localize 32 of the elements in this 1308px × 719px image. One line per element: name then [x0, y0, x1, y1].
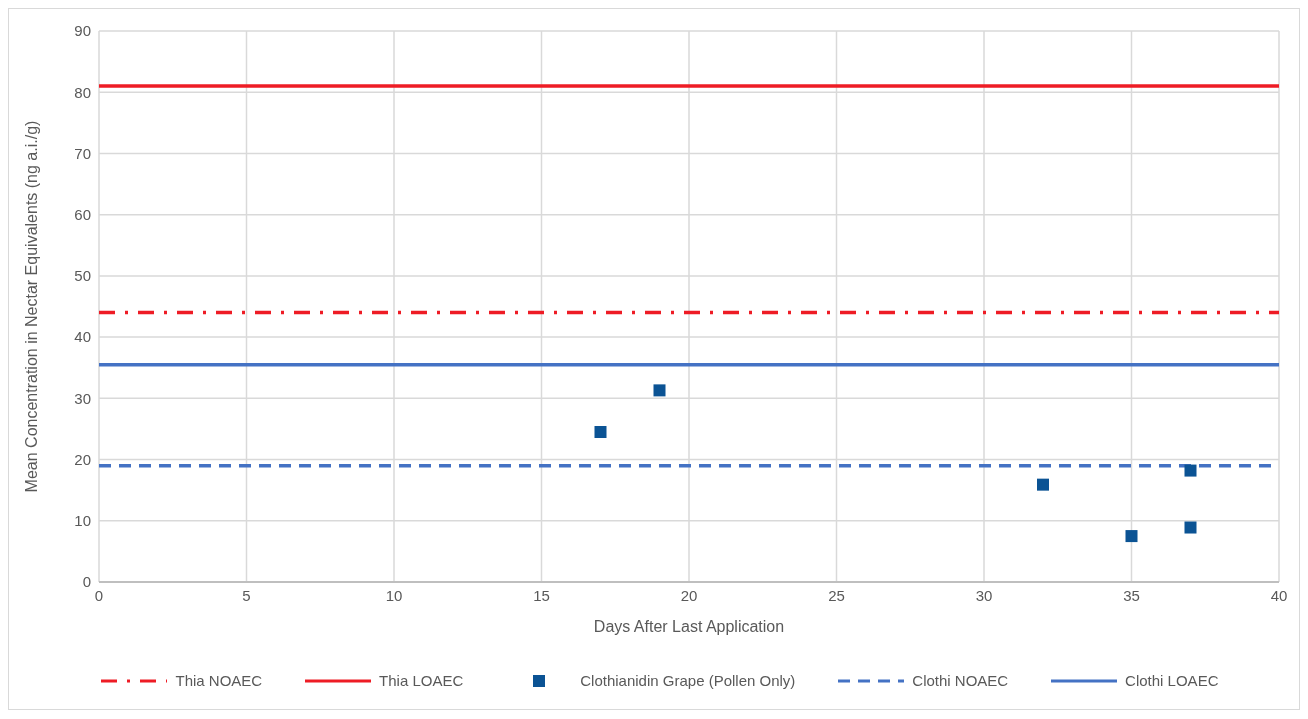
x-axis-title: Days After Last Application: [593, 618, 785, 635]
y-tick-label: 0: [82, 573, 91, 591]
point: [1184, 464, 1197, 477]
point: [653, 384, 666, 397]
legend-label: Clothianidin Grape (Pollen Only): [579, 672, 796, 689]
y-tick-label: 20: [74, 450, 91, 468]
x-tick-label: 5: [242, 586, 251, 604]
y-tick-label: 40: [74, 328, 91, 346]
y-tick-label: 10: [74, 512, 91, 530]
y-tick-label: 60: [74, 205, 91, 223]
point: [594, 426, 607, 439]
y-tick-label: 50: [74, 267, 91, 285]
y-tick-label: 30: [74, 389, 91, 407]
y-tick-label: 70: [74, 144, 91, 162]
y-tick-label: 90: [74, 22, 91, 40]
legend-label: Clothi LOAEC: [1124, 672, 1219, 689]
x-tick-label: 35: [1123, 586, 1140, 604]
point: [1184, 521, 1197, 534]
x-tick-label: 25: [828, 586, 845, 604]
legend-label: Clothi NOAEC: [911, 672, 1009, 689]
point: [1037, 478, 1049, 491]
x-tick-label: 10: [385, 586, 403, 604]
x-tick-label: 20: [680, 586, 698, 604]
x-tick-label: 15: [533, 586, 550, 604]
point: [1125, 530, 1138, 543]
y-tick-label: 80: [74, 83, 91, 101]
legend-label: Thia LOAEC: [378, 672, 464, 689]
x-tick-label: 30: [975, 586, 993, 604]
y-axis-title: Mean Concentration in Nectar Equivalents (ng a.i./g): [22, 120, 40, 493]
x-tick-label: 0: [94, 586, 104, 604]
legend-label: Thia NOAEC: [174, 672, 263, 689]
x-tick-label: 40: [1270, 586, 1288, 604]
